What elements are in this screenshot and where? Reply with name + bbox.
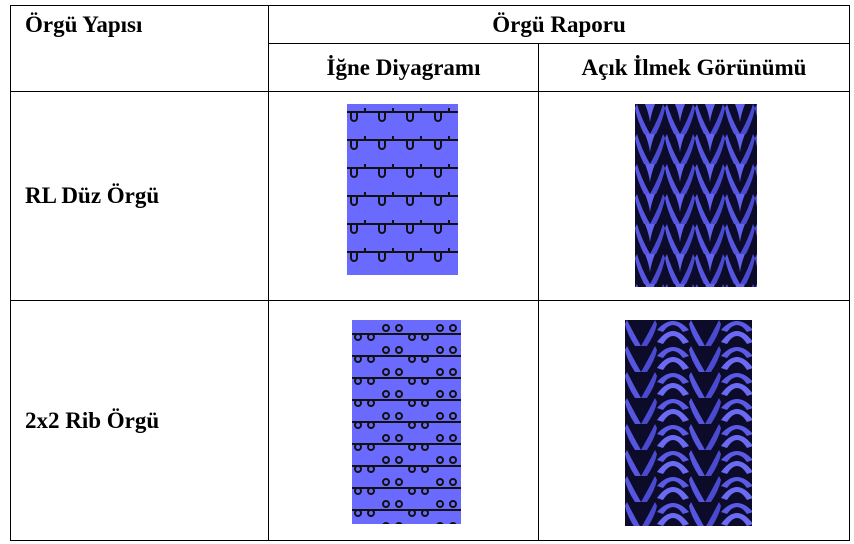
header-structure: Örgü Yapısı (10, 5, 269, 92)
needle-diagram (352, 320, 461, 524)
row-label: RL Düz Örgü (10, 91, 269, 301)
header-report: Örgü Raporu (268, 5, 850, 44)
loop-view (625, 320, 752, 526)
needle-diagram (347, 104, 458, 275)
column-header: Açık İlmek Görünümü (538, 43, 850, 92)
cell (538, 300, 850, 541)
row-label: 2x2 Rib Örgü (10, 300, 269, 541)
loop-view (635, 104, 757, 287)
column-header: İğne Diyagramı (268, 43, 539, 92)
